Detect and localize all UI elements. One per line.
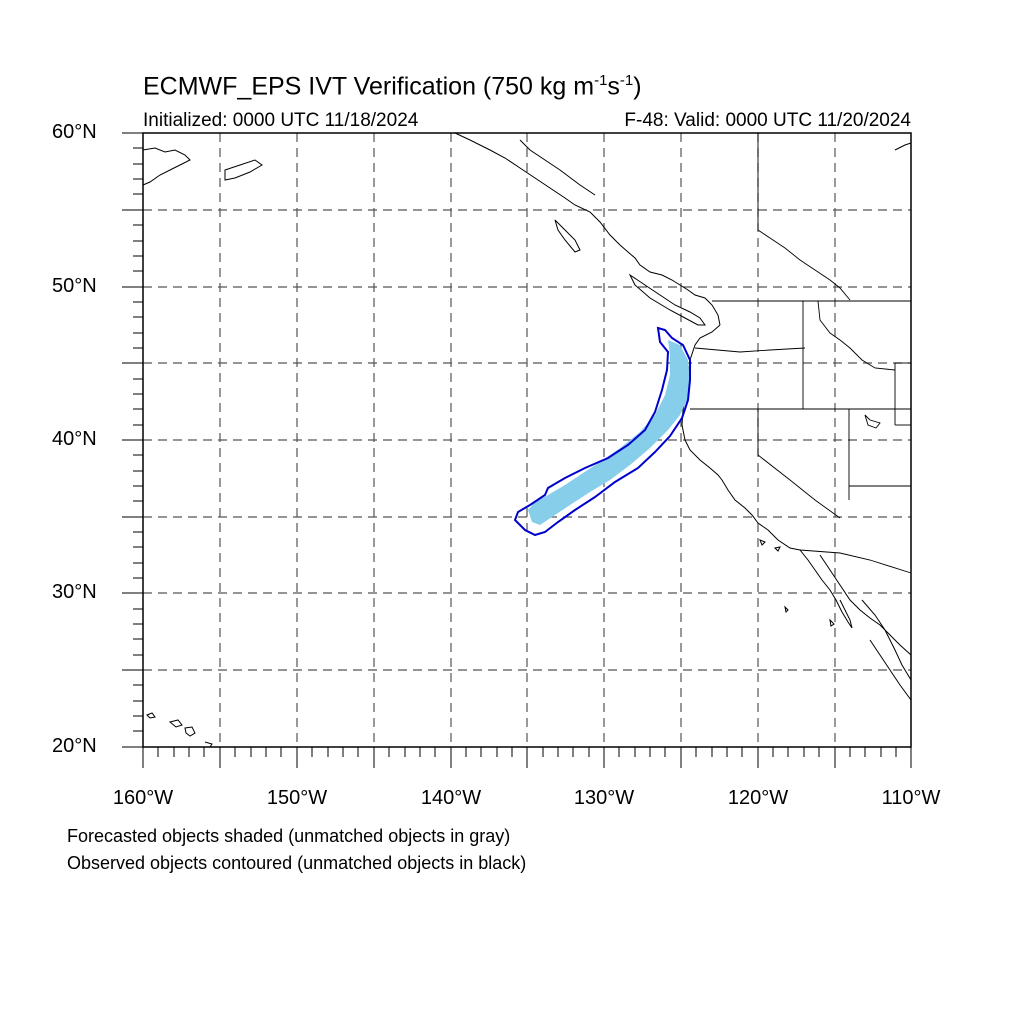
grid-lines [143, 133, 911, 747]
initialized-time: Initialized: 0000 UTC 11/18/2024 [143, 110, 419, 131]
lon-label-110w: 110°W [881, 787, 941, 809]
lat-label-60n: 60°N [52, 121, 97, 143]
lon-label-160w: 160°W [112, 787, 174, 809]
map-title: ECMWF_EPS IVT Verification (750 kg m-1s-… [143, 72, 642, 101]
lat-label-30n: 30°N [52, 581, 97, 603]
lat-label-20n: 20°N [52, 735, 97, 757]
lon-label-140w: 140°W [420, 787, 482, 809]
coastline [142, 132, 912, 748]
lat-ticks [122, 132, 143, 748]
lon-ticks [142, 747, 912, 768]
forecast-note: Forecasted objects shaded (unmatched obj… [67, 826, 511, 846]
lon-label-150w: 150°W [266, 787, 328, 809]
observed-note: Observed objects contoured (unmatched ob… [67, 853, 527, 873]
lon-label-120w: 120°W [727, 787, 789, 809]
forecast-object-shading [528, 340, 690, 525]
political-boundaries [690, 133, 912, 574]
observed-object-contour [513, 326, 691, 537]
lat-label-50n: 50°N [52, 275, 97, 297]
lat-label-40n: 40°N [52, 428, 97, 450]
valid-time: F-48: Valid: 0000 UTC 11/20/2024 [624, 110, 911, 131]
lon-label-130w: 130°W [573, 787, 635, 809]
